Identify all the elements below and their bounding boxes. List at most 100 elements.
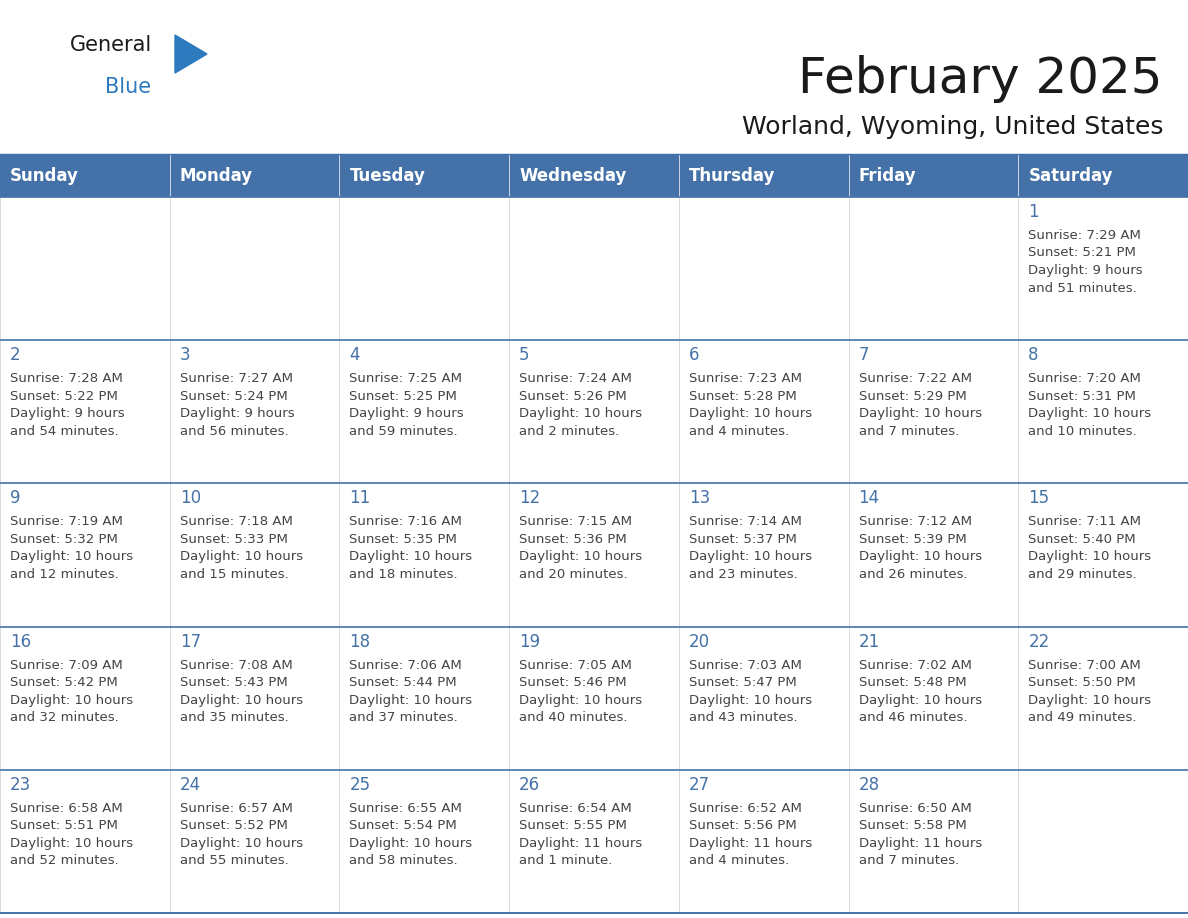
Bar: [0, 197, 170, 341]
Bar: [1018, 197, 1188, 341]
Text: 1: 1: [1029, 203, 1040, 221]
Bar: [510, 341, 678, 484]
Text: Sunrise: 7:12 AM
Sunset: 5:39 PM
Daylight: 10 hours
and 26 minutes.: Sunrise: 7:12 AM Sunset: 5:39 PM Dayligh…: [859, 515, 981, 581]
Text: Sunrise: 7:27 AM
Sunset: 5:24 PM
Daylight: 9 hours
and 56 minutes.: Sunrise: 7:27 AM Sunset: 5:24 PM Dayligh…: [179, 372, 295, 438]
Bar: [848, 197, 1018, 341]
Text: Saturday: Saturday: [1029, 167, 1113, 185]
Text: Sunrise: 7:29 AM
Sunset: 5:21 PM
Daylight: 9 hours
and 51 minutes.: Sunrise: 7:29 AM Sunset: 5:21 PM Dayligh…: [1029, 229, 1143, 295]
Text: 5: 5: [519, 346, 530, 364]
Text: Sunrise: 7:24 AM
Sunset: 5:26 PM
Daylight: 10 hours
and 2 minutes.: Sunrise: 7:24 AM Sunset: 5:26 PM Dayligh…: [519, 372, 643, 438]
Bar: [340, 627, 510, 770]
Text: 20: 20: [689, 633, 710, 651]
Bar: [0, 155, 1188, 197]
Text: 22: 22: [1029, 633, 1049, 651]
Text: Sunrise: 6:52 AM
Sunset: 5:56 PM
Daylight: 11 hours
and 4 minutes.: Sunrise: 6:52 AM Sunset: 5:56 PM Dayligh…: [689, 801, 813, 868]
Bar: [848, 770, 1018, 913]
Bar: [678, 197, 848, 341]
Text: Friday: Friday: [859, 167, 916, 185]
Text: Sunrise: 7:19 AM
Sunset: 5:32 PM
Daylight: 10 hours
and 12 minutes.: Sunrise: 7:19 AM Sunset: 5:32 PM Dayligh…: [10, 515, 133, 581]
Text: General: General: [70, 35, 152, 55]
Text: 24: 24: [179, 776, 201, 794]
Text: 12: 12: [519, 489, 541, 508]
Text: 11: 11: [349, 489, 371, 508]
Text: Tuesday: Tuesday: [349, 167, 425, 185]
Text: Sunrise: 7:28 AM
Sunset: 5:22 PM
Daylight: 9 hours
and 54 minutes.: Sunrise: 7:28 AM Sunset: 5:22 PM Dayligh…: [10, 372, 125, 438]
Bar: [0, 770, 170, 913]
Bar: [678, 484, 848, 627]
Bar: [340, 770, 510, 913]
Text: 17: 17: [179, 633, 201, 651]
Text: 8: 8: [1029, 346, 1038, 364]
Text: Sunrise: 7:15 AM
Sunset: 5:36 PM
Daylight: 10 hours
and 20 minutes.: Sunrise: 7:15 AM Sunset: 5:36 PM Dayligh…: [519, 515, 643, 581]
Bar: [340, 197, 510, 341]
Bar: [0, 341, 170, 484]
Text: Monday: Monday: [179, 167, 253, 185]
Text: Sunrise: 6:50 AM
Sunset: 5:58 PM
Daylight: 11 hours
and 7 minutes.: Sunrise: 6:50 AM Sunset: 5:58 PM Dayligh…: [859, 801, 981, 868]
Text: Sunrise: 7:22 AM
Sunset: 5:29 PM
Daylight: 10 hours
and 7 minutes.: Sunrise: 7:22 AM Sunset: 5:29 PM Dayligh…: [859, 372, 981, 438]
Bar: [0, 627, 170, 770]
Text: Sunrise: 7:02 AM
Sunset: 5:48 PM
Daylight: 10 hours
and 46 minutes.: Sunrise: 7:02 AM Sunset: 5:48 PM Dayligh…: [859, 658, 981, 724]
Bar: [848, 484, 1018, 627]
Text: February 2025: February 2025: [798, 55, 1163, 103]
Bar: [510, 197, 678, 341]
Text: Sunrise: 6:58 AM
Sunset: 5:51 PM
Daylight: 10 hours
and 52 minutes.: Sunrise: 6:58 AM Sunset: 5:51 PM Dayligh…: [10, 801, 133, 868]
Text: Sunrise: 7:18 AM
Sunset: 5:33 PM
Daylight: 10 hours
and 15 minutes.: Sunrise: 7:18 AM Sunset: 5:33 PM Dayligh…: [179, 515, 303, 581]
Text: 26: 26: [519, 776, 541, 794]
Text: 21: 21: [859, 633, 880, 651]
Text: 4: 4: [349, 346, 360, 364]
Text: Thursday: Thursday: [689, 167, 776, 185]
Polygon shape: [175, 35, 207, 73]
Bar: [170, 341, 340, 484]
Text: Sunrise: 7:06 AM
Sunset: 5:44 PM
Daylight: 10 hours
and 37 minutes.: Sunrise: 7:06 AM Sunset: 5:44 PM Dayligh…: [349, 658, 473, 724]
Text: 6: 6: [689, 346, 700, 364]
Bar: [170, 770, 340, 913]
Bar: [510, 484, 678, 627]
Bar: [1018, 341, 1188, 484]
Text: 16: 16: [10, 633, 31, 651]
Text: Sunrise: 7:11 AM
Sunset: 5:40 PM
Daylight: 10 hours
and 29 minutes.: Sunrise: 7:11 AM Sunset: 5:40 PM Dayligh…: [1029, 515, 1151, 581]
Text: 3: 3: [179, 346, 190, 364]
Text: 25: 25: [349, 776, 371, 794]
Text: 9: 9: [10, 489, 20, 508]
Text: Sunrise: 7:16 AM
Sunset: 5:35 PM
Daylight: 10 hours
and 18 minutes.: Sunrise: 7:16 AM Sunset: 5:35 PM Dayligh…: [349, 515, 473, 581]
Text: 13: 13: [689, 489, 710, 508]
Text: 18: 18: [349, 633, 371, 651]
Bar: [1018, 627, 1188, 770]
Bar: [678, 341, 848, 484]
Text: 28: 28: [859, 776, 879, 794]
Text: Sunrise: 6:54 AM
Sunset: 5:55 PM
Daylight: 11 hours
and 1 minute.: Sunrise: 6:54 AM Sunset: 5:55 PM Dayligh…: [519, 801, 643, 868]
Bar: [170, 484, 340, 627]
Text: Sunrise: 7:00 AM
Sunset: 5:50 PM
Daylight: 10 hours
and 49 minutes.: Sunrise: 7:00 AM Sunset: 5:50 PM Dayligh…: [1029, 658, 1151, 724]
Bar: [340, 341, 510, 484]
Text: Sunday: Sunday: [10, 167, 78, 185]
Bar: [510, 627, 678, 770]
Text: Sunrise: 7:14 AM
Sunset: 5:37 PM
Daylight: 10 hours
and 23 minutes.: Sunrise: 7:14 AM Sunset: 5:37 PM Dayligh…: [689, 515, 811, 581]
Text: Sunrise: 7:03 AM
Sunset: 5:47 PM
Daylight: 10 hours
and 43 minutes.: Sunrise: 7:03 AM Sunset: 5:47 PM Dayligh…: [689, 658, 811, 724]
Text: Sunrise: 7:09 AM
Sunset: 5:42 PM
Daylight: 10 hours
and 32 minutes.: Sunrise: 7:09 AM Sunset: 5:42 PM Dayligh…: [10, 658, 133, 724]
Text: Sunrise: 7:23 AM
Sunset: 5:28 PM
Daylight: 10 hours
and 4 minutes.: Sunrise: 7:23 AM Sunset: 5:28 PM Dayligh…: [689, 372, 811, 438]
Bar: [0, 484, 170, 627]
Text: 19: 19: [519, 633, 541, 651]
Text: 23: 23: [10, 776, 31, 794]
Text: Worland, Wyoming, United States: Worland, Wyoming, United States: [741, 115, 1163, 139]
Text: Wednesday: Wednesday: [519, 167, 626, 185]
Text: Sunrise: 7:05 AM
Sunset: 5:46 PM
Daylight: 10 hours
and 40 minutes.: Sunrise: 7:05 AM Sunset: 5:46 PM Dayligh…: [519, 658, 643, 724]
Text: Blue: Blue: [105, 77, 151, 97]
Text: 15: 15: [1029, 489, 1049, 508]
Text: 10: 10: [179, 489, 201, 508]
Bar: [510, 770, 678, 913]
Text: Sunrise: 6:55 AM
Sunset: 5:54 PM
Daylight: 10 hours
and 58 minutes.: Sunrise: 6:55 AM Sunset: 5:54 PM Dayligh…: [349, 801, 473, 868]
Bar: [170, 627, 340, 770]
Bar: [1018, 484, 1188, 627]
Text: 14: 14: [859, 489, 879, 508]
Bar: [848, 627, 1018, 770]
Bar: [340, 484, 510, 627]
Bar: [1018, 770, 1188, 913]
Bar: [170, 197, 340, 341]
Text: Sunrise: 7:25 AM
Sunset: 5:25 PM
Daylight: 9 hours
and 59 minutes.: Sunrise: 7:25 AM Sunset: 5:25 PM Dayligh…: [349, 372, 465, 438]
Text: 2: 2: [10, 346, 20, 364]
Text: 27: 27: [689, 776, 710, 794]
Bar: [848, 341, 1018, 484]
Text: Sunrise: 7:20 AM
Sunset: 5:31 PM
Daylight: 10 hours
and 10 minutes.: Sunrise: 7:20 AM Sunset: 5:31 PM Dayligh…: [1029, 372, 1151, 438]
Bar: [678, 627, 848, 770]
